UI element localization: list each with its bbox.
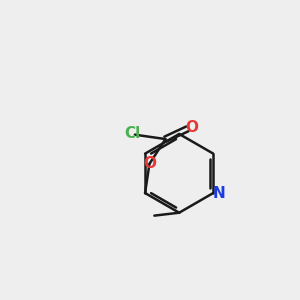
Text: Cl: Cl	[124, 126, 140, 141]
Text: O: O	[143, 156, 156, 171]
Text: N: N	[212, 185, 225, 200]
Text: O: O	[185, 120, 198, 135]
